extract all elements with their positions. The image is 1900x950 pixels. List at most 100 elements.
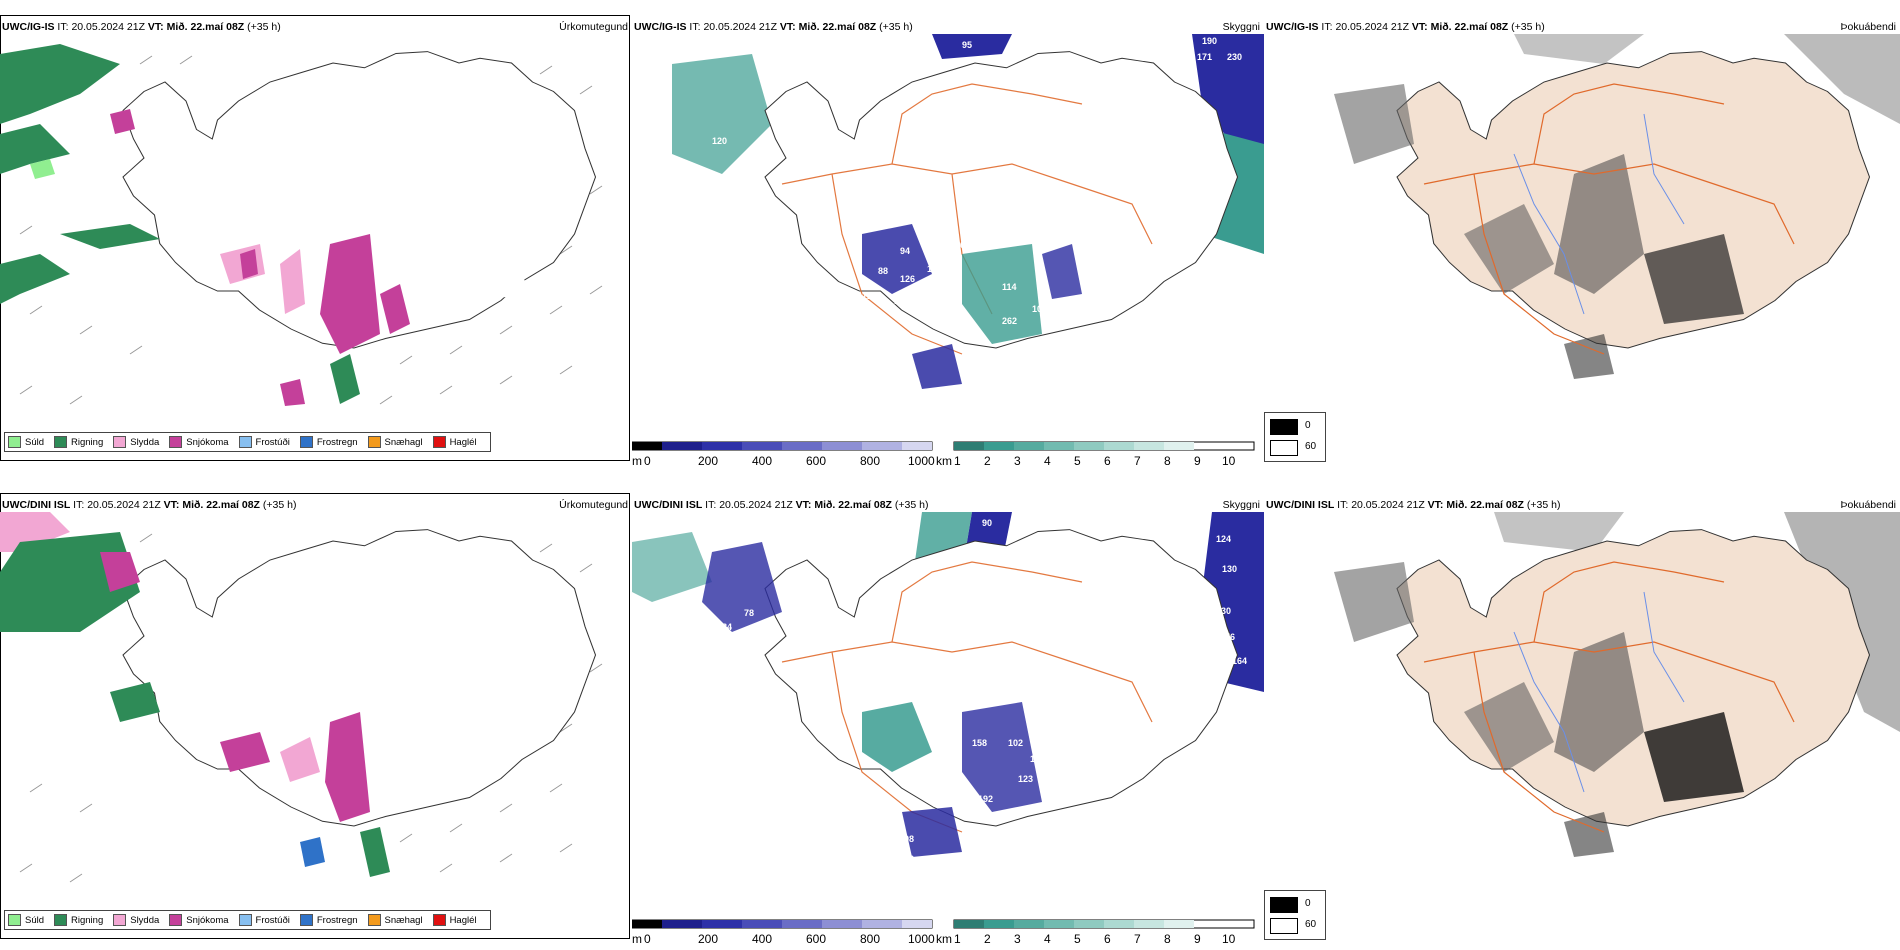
legend-label: Snjókoma bbox=[186, 914, 229, 926]
fog-key-high: 60 bbox=[1305, 441, 1317, 452]
fog-panel-2: UWC/DINI ISL IT: 20.05.2024 21Z VT: Mið.… bbox=[1264, 478, 1900, 948]
scale-tick: 1 bbox=[954, 454, 961, 468]
forecast-offset: (+35 h) bbox=[262, 499, 297, 511]
scale-tick: 800 bbox=[860, 932, 881, 946]
model-row-1: UWC/IG-IS IT: 20.05.2024 21Z VT: Mið. 22… bbox=[0, 0, 1900, 470]
vis-number: 126 bbox=[927, 264, 942, 274]
model-name: UWC/DINI ISL bbox=[634, 499, 703, 511]
it-value: 20.05.2024 21Z bbox=[1335, 21, 1409, 33]
scale-tick: 4 bbox=[1044, 454, 1051, 468]
forecast-offset: (+35 h) bbox=[894, 499, 929, 511]
vis-number: 46 bbox=[780, 544, 790, 554]
forecast-offset: (+35 h) bbox=[879, 21, 913, 33]
vis-number: 95 bbox=[962, 40, 972, 50]
precip-legend: Súld Rigning Slydda Snjókoma Frostúði Fr… bbox=[4, 432, 491, 452]
vis-number: 230 bbox=[1227, 52, 1242, 62]
legend-item: Snæhagl bbox=[367, 914, 423, 926]
model-name: UWC/IG-IS bbox=[634, 21, 687, 33]
swatch-snow bbox=[169, 914, 183, 926]
scale-tick: 200 bbox=[698, 454, 719, 468]
scale-tick: 5 bbox=[1074, 454, 1081, 468]
swatch-hail bbox=[432, 914, 446, 926]
vis-number: 190 bbox=[1202, 36, 1217, 46]
vis-number: 846 bbox=[1202, 158, 1217, 168]
vt-label: VT: bbox=[147, 21, 164, 33]
visibility-panel-1: UWC/IG-IS IT: 20.05.2024 21Z VT: Mið. 22… bbox=[632, 0, 1264, 470]
fog-map bbox=[1264, 34, 1900, 434]
it-value: 20.05.2024 21Z bbox=[719, 499, 793, 511]
vt-value: Mið. 22.maí 08Z bbox=[798, 21, 877, 33]
legend-item: Snjókoma bbox=[169, 436, 229, 448]
vis-number: 123 bbox=[1018, 774, 1033, 784]
scale-tick: 7 bbox=[1134, 932, 1141, 946]
m-unit: m bbox=[632, 932, 642, 946]
vis-number: 78 bbox=[744, 608, 754, 618]
legend-item: Snjókoma bbox=[169, 914, 229, 926]
vis-number: 164 bbox=[1232, 656, 1247, 666]
fog-key: 0 60 bbox=[1264, 412, 1326, 462]
scale-tick: 0 bbox=[644, 454, 651, 468]
fog-key-low: 0 bbox=[1305, 898, 1311, 909]
panel-header: UWC/DINI ISL IT: 20.05.2024 21Z VT: Mið.… bbox=[2, 498, 628, 512]
swatch-freezing-drizzle bbox=[238, 914, 252, 926]
legend-label: Súld bbox=[25, 914, 45, 926]
scale-tick: 1000 bbox=[908, 454, 935, 468]
vis-number: 102 bbox=[1008, 738, 1023, 748]
swatch-drizzle bbox=[8, 914, 21, 926]
legend-item: Frostúði bbox=[238, 914, 290, 926]
model-row-2: UWC/DINI ISL IT: 20.05.2024 21Z VT: Mið.… bbox=[0, 478, 1900, 948]
scale-tick: 400 bbox=[752, 932, 773, 946]
vis-number: 112 bbox=[907, 384, 922, 394]
swatch-snow-pellets bbox=[367, 436, 381, 448]
vis-number: 192 bbox=[978, 794, 993, 804]
km-unit: km bbox=[936, 454, 952, 468]
vis-number: 171 bbox=[1197, 52, 1212, 62]
vt-label: VT: bbox=[1427, 499, 1444, 511]
visibility-scale: m 0 200 400 600 800 1000 km 1 2 3 4 5 6 … bbox=[632, 918, 1264, 946]
legend-item: Snæhagl bbox=[367, 436, 423, 448]
swatch-hail bbox=[432, 436, 446, 448]
vis-number: 94 bbox=[900, 246, 910, 256]
vis-number: 62 bbox=[904, 854, 914, 864]
vis-number: 176 bbox=[1220, 632, 1235, 642]
it-value: 20.05.2024 21Z bbox=[87, 499, 161, 511]
panel-header: UWC/IG-IS IT: 20.05.2024 21Z VT: Mið. 22… bbox=[1266, 20, 1896, 34]
fog-key-white bbox=[1270, 918, 1298, 934]
fog-key-white bbox=[1270, 440, 1298, 456]
vis-number: 120 bbox=[862, 291, 877, 301]
scale-tick: 10 bbox=[1222, 454, 1236, 468]
scale-tick: 9 bbox=[1194, 932, 1201, 946]
scale-tick: 4 bbox=[1044, 932, 1051, 946]
it-label: IT: bbox=[689, 21, 701, 33]
vis-number: 130 bbox=[1222, 564, 1237, 574]
vis-number: 124 bbox=[1216, 534, 1231, 544]
fog-map bbox=[1264, 512, 1900, 912]
precip-type-panel-1: UWC/IG-IS IT: 20.05.2024 21Z VT: Mið. 22… bbox=[0, 0, 632, 470]
swatch-snow bbox=[169, 436, 183, 448]
forecast-offset: (+35 h) bbox=[1511, 21, 1545, 33]
scale-tick: 3 bbox=[1014, 454, 1021, 468]
map-frame bbox=[0, 15, 630, 461]
scale-tick: 200 bbox=[698, 932, 719, 946]
vis-number: 91 bbox=[938, 250, 948, 260]
panel-title: Þokuábendi bbox=[1840, 21, 1896, 33]
fog-key-low: 0 bbox=[1305, 420, 1311, 431]
visibility-scale: m 0 200 400 600 800 1000 km 1 2 3 4 5 6 … bbox=[632, 440, 1264, 468]
model-name: UWC/IG-IS bbox=[1266, 21, 1319, 33]
vis-number: 110 bbox=[1030, 754, 1045, 764]
model-name: UWC/IG-IS bbox=[2, 21, 55, 33]
vis-number: 262 bbox=[1002, 316, 1017, 326]
vt-value: Mið. 22.maí 08Z bbox=[814, 499, 892, 511]
swatch-drizzle bbox=[8, 436, 21, 448]
legend-item: Súld bbox=[8, 436, 44, 448]
scale-tick: 1 bbox=[954, 932, 961, 946]
vis-number: 66 bbox=[928, 854, 938, 864]
model-name: UWC/DINI ISL bbox=[1266, 499, 1335, 511]
vt-value: Mið. 22.maí 08Z bbox=[1446, 499, 1524, 511]
vis-number: 106 bbox=[924, 388, 939, 398]
scale-tick: 1000 bbox=[908, 932, 935, 946]
panel-title: Úrkomutegund bbox=[559, 499, 628, 511]
legend-label: Frostúði bbox=[255, 436, 290, 448]
scale-tick: 0 bbox=[644, 932, 651, 946]
it-label: IT: bbox=[705, 499, 717, 511]
